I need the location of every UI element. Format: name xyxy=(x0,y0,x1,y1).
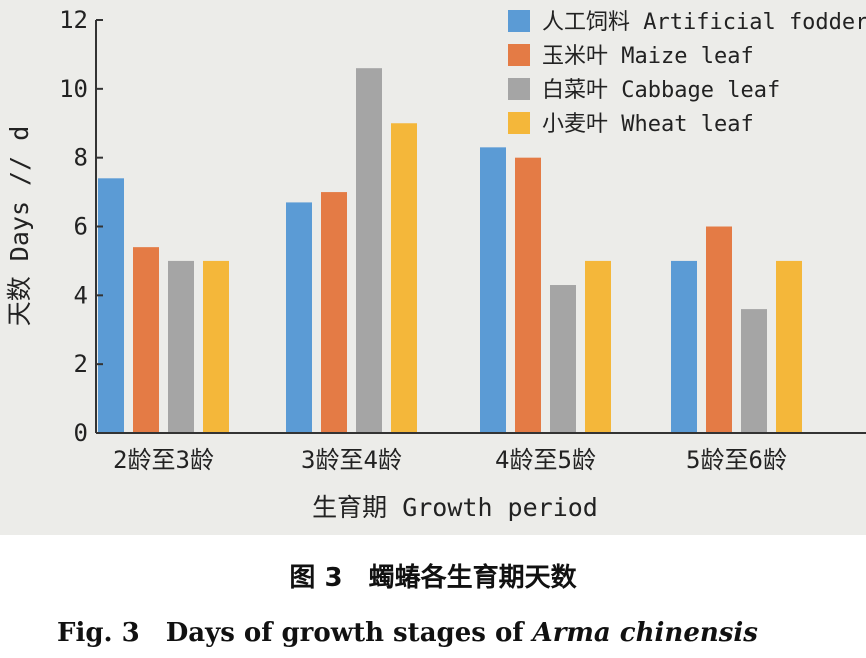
legend: 人工饲料 Artificial fodder 玉米叶 Maize leaf 白菜叶 … xyxy=(508,10,866,137)
bar xyxy=(480,147,506,433)
bar xyxy=(286,202,312,433)
caption-species-name: Arma chinensis xyxy=(532,618,758,648)
bar xyxy=(391,123,417,433)
bar-chart: 0 2 4 6 8 10 12 2龄至3龄 3龄至4龄 4龄至5龄 5龄至6龄 人工饲料 Arti… xyxy=(5,6,866,522)
legend-label: 玉米叶 Maize leaf xyxy=(542,44,754,69)
y-tick-label: 4 xyxy=(74,281,88,309)
bar xyxy=(776,260,802,433)
figure-caption-english: Fig. 3 Days of growth stages of Arma chi… xyxy=(57,612,758,649)
x-categories-group: 2龄至3龄 3龄至4龄 4龄至5龄 5龄至6龄 xyxy=(113,446,787,474)
y-tick-label: 8 xyxy=(74,144,88,172)
figure-caption-chinese: 图 3 蠋蝽各生育期天数 xyxy=(289,563,577,593)
bar xyxy=(515,157,541,433)
bar xyxy=(98,178,124,433)
bar xyxy=(585,260,611,433)
y-tick-label: 10 xyxy=(59,75,88,103)
legend-swatch xyxy=(508,78,530,100)
x-category-label: 5龄至6龄 xyxy=(686,446,787,474)
legend-label: 人工饲料 Artificial fodder xyxy=(542,10,866,35)
bar xyxy=(356,68,382,433)
bar xyxy=(741,309,767,433)
bar xyxy=(168,260,194,433)
bars-group xyxy=(98,68,802,433)
bar xyxy=(671,260,697,433)
y-tick-label: 6 xyxy=(74,213,88,241)
x-category-label: 4龄至5龄 xyxy=(495,446,596,474)
bar xyxy=(203,260,229,433)
bar xyxy=(321,192,347,433)
bar xyxy=(133,247,159,433)
x-category-label: 2龄至3龄 xyxy=(113,446,214,474)
y-ticks-group: 0 2 4 6 8 10 12 xyxy=(59,6,103,447)
legend-swatch xyxy=(508,44,530,66)
caption-en-prefix: Fig. 3 Days of growth stages of xyxy=(57,618,533,648)
y-tick-label: 12 xyxy=(59,6,88,34)
legend-swatch xyxy=(508,10,530,32)
y-tick-label: 0 xyxy=(74,419,88,447)
y-tick-label: 2 xyxy=(74,350,88,378)
legend-label: 小麦叶 Wheat leaf xyxy=(542,112,754,137)
x-category-label: 3龄至4龄 xyxy=(301,446,402,474)
legend-swatch xyxy=(508,112,530,134)
bar xyxy=(706,226,732,433)
legend-label: 白菜叶 Cabbage leaf xyxy=(542,78,780,103)
bar xyxy=(550,285,576,433)
x-axis-title: 生育期 Growth period xyxy=(312,493,598,522)
y-axis-title: 天数 Days // d xyxy=(5,126,34,327)
